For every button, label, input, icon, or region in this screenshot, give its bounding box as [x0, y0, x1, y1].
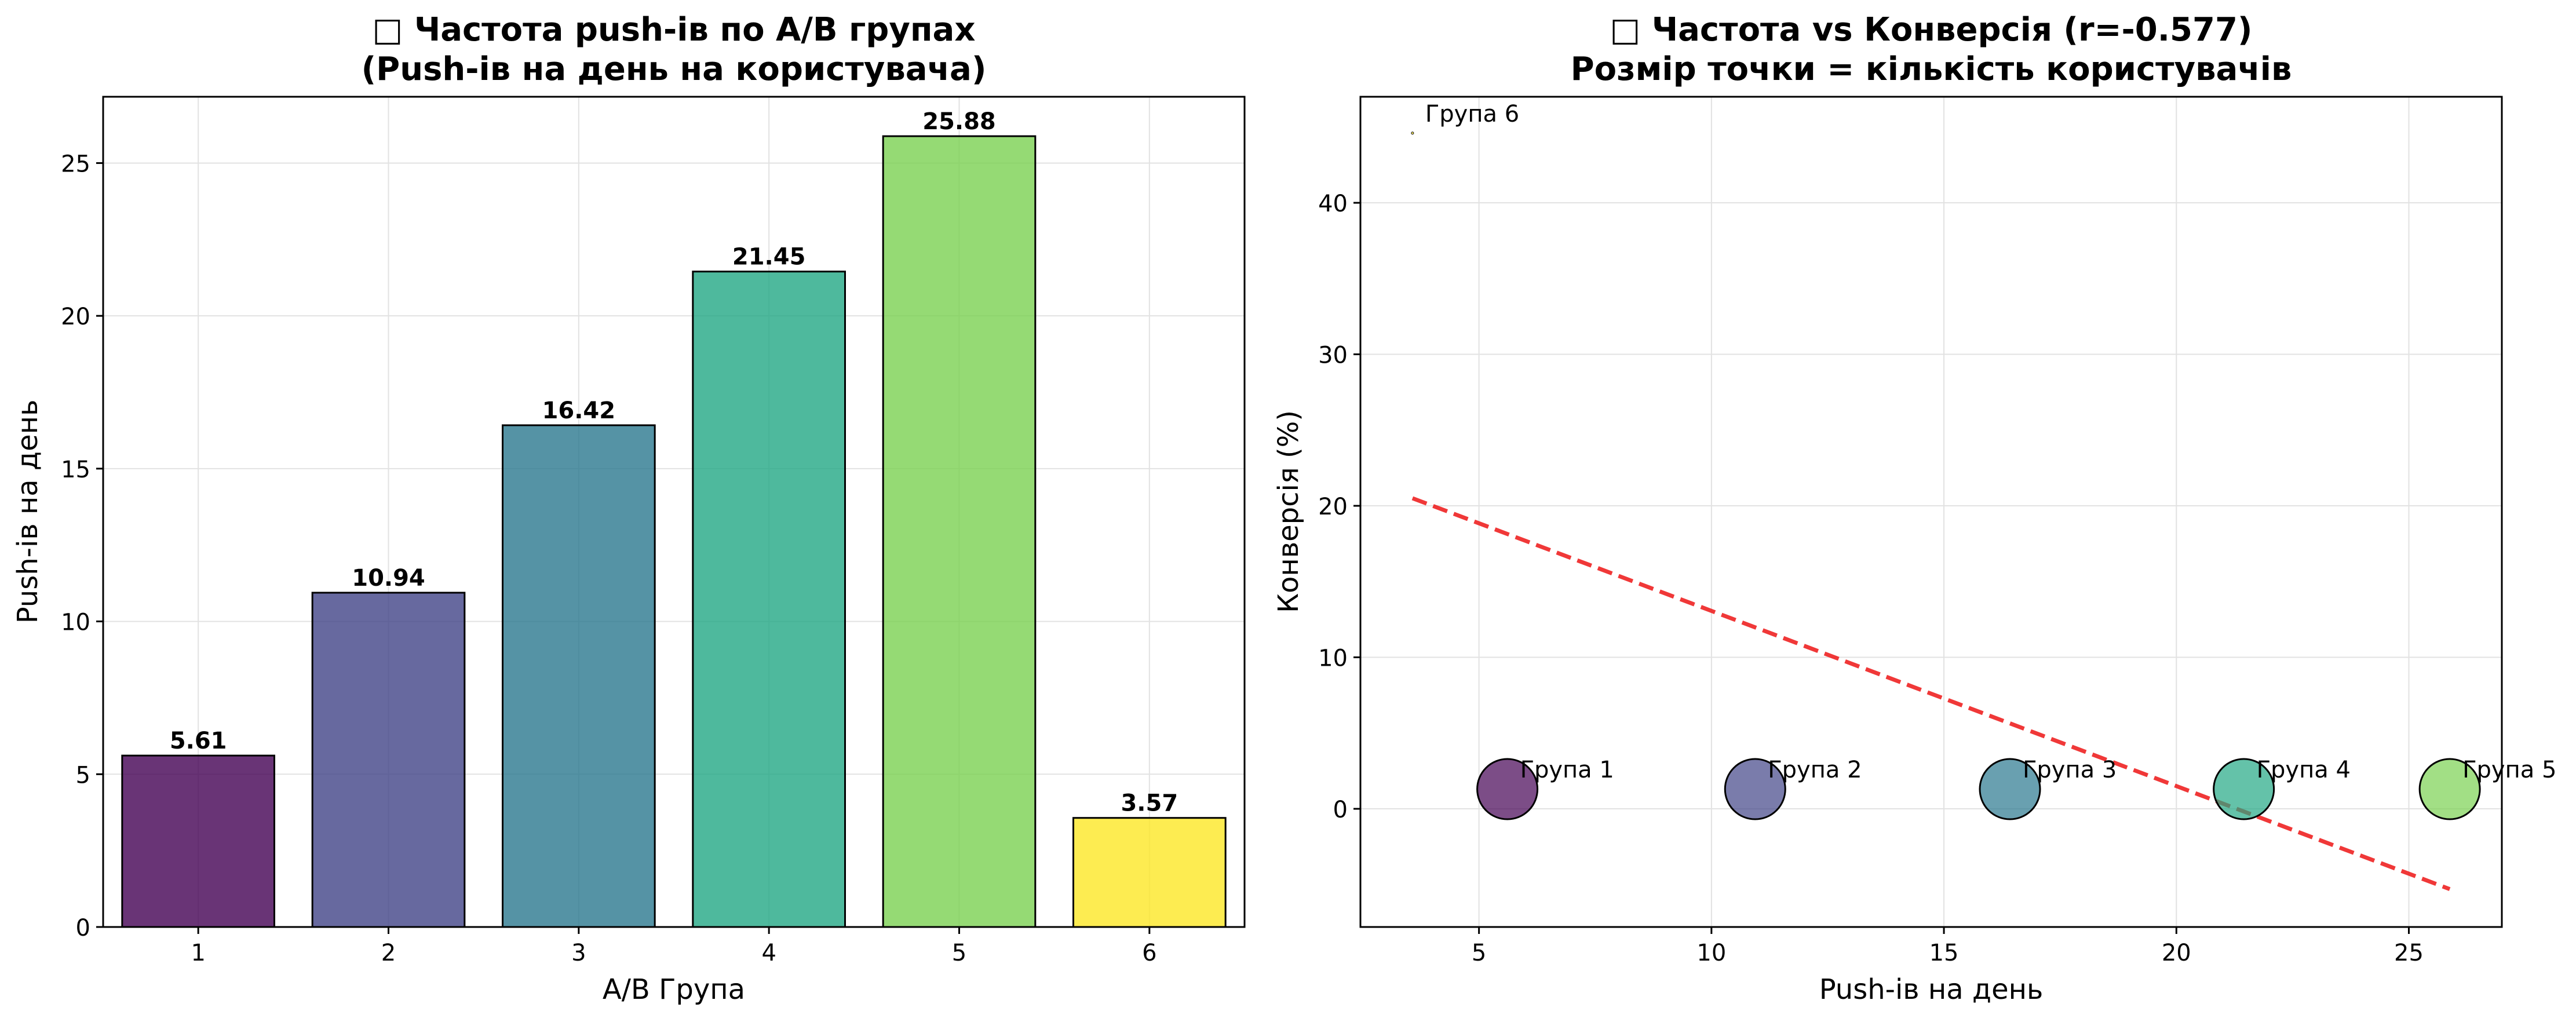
- bar-chart-title-line-2: (Push-ів на день на користувача): [362, 50, 987, 88]
- scatter-chart-x-tick-label: 25: [2394, 940, 2424, 966]
- scatter-chart-x-tick-label: 20: [2162, 940, 2191, 966]
- scatter-chart-trendline-group: [1411, 496, 2451, 891]
- bar-chart-x-tick-label: 5: [952, 940, 966, 966]
- scatter-point-label: Група 2: [1768, 757, 1862, 783]
- scatter-chart-points: [1411, 132, 2481, 820]
- scatter-point-label: Група 4: [2257, 757, 2351, 783]
- scatter-point-label: Група 1: [1520, 757, 1614, 783]
- bar-chart-y-tick-label: 25: [61, 151, 90, 177]
- scatter-chart-x-tick-label: 5: [1472, 940, 1486, 966]
- bar-value-label: 25.88: [922, 108, 996, 135]
- scatter-chart-y-ticks: 0 10 20 30 40: [1318, 191, 1360, 823]
- scatter-point: [1724, 758, 1786, 820]
- scatter-chart-x-ticks: 5 10 15 20 25: [1472, 927, 2424, 966]
- scatter-point-label: Група 6: [1425, 101, 1519, 127]
- scatter-chart-frame: [1359, 96, 2503, 928]
- bar-value-label: 10.94: [352, 565, 425, 592]
- bar: [502, 424, 656, 928]
- scatter-point-label: Група 3: [2023, 757, 2117, 783]
- scatter-chart-y-tick-label: 20: [1318, 494, 1348, 520]
- scatter-chart-y-tick-label: 10: [1318, 645, 1348, 672]
- bar-value-label: 5.61: [170, 728, 227, 754]
- scatter-chart-y-tick-label: 0: [1333, 797, 1348, 823]
- bar-chart-y-tick-label: 20: [61, 304, 90, 330]
- scatter-chart-trendline: [1411, 496, 2451, 891]
- scatter-chart-y-tick-label: 30: [1318, 342, 1348, 369]
- scatter-chart-y-tick-label: 40: [1318, 191, 1348, 217]
- bar-chart-x-ticks: 1 2 3 4 5 6: [191, 927, 1157, 966]
- scatter-chart-x-axis-label: Push-ів на день: [1819, 973, 2044, 1006]
- bar-chart-x-axis-label: A/B Група: [603, 973, 745, 1006]
- bar-chart-x-tick-label: 1: [191, 940, 205, 966]
- bar-chart-x-tick-label: 3: [571, 940, 586, 966]
- scatter-chart: □ Частота vs Конверсія (r=-0.577) Розмір…: [1272, 11, 2556, 1006]
- scatter-chart-title-line-1: □ Частота vs Конверсія (r=-0.577): [1610, 11, 2252, 49]
- bar-chart-y-axis-label: Push-ів на день: [12, 400, 44, 624]
- scatter-point: [2418, 758, 2481, 820]
- scatter-chart-x-tick-label: 15: [1929, 940, 1959, 966]
- scatter-chart-title-line-2: Розмір точки = кількість користувачів: [1571, 50, 2292, 88]
- bar-chart-frame: [102, 96, 1246, 928]
- bar-value-label: 16.42: [542, 397, 616, 424]
- scatter-point: [2213, 758, 2275, 820]
- scatter-point: [1979, 758, 2041, 820]
- bar-chart-x-tick-label: 6: [1142, 940, 1156, 966]
- bar-chart-title-line-1: □ Частота push-ів по A/B групах: [373, 11, 976, 49]
- bar: [882, 135, 1037, 928]
- scatter-chart-y-axis-label: Конверсія (%): [1272, 410, 1305, 613]
- bar-chart-bars: 5.61 10.94 16.42 21.45 25.88 3.57: [121, 108, 1227, 928]
- bar-chart-y-tick-label: 5: [76, 762, 90, 789]
- bar: [692, 271, 846, 928]
- bar-value-label: 21.45: [732, 244, 806, 271]
- bar: [311, 592, 466, 928]
- bar-chart: □ Частота push-ів по A/B групах (Push-ів…: [12, 11, 1246, 1006]
- scatter-chart-gridlines: [1360, 97, 2502, 927]
- bar-chart-y-tick-label: 15: [61, 457, 90, 483]
- bar-chart-y-tick-label: 0: [76, 915, 90, 941]
- bar-chart-x-tick-label: 2: [381, 940, 396, 966]
- scatter-point: [1476, 758, 1539, 820]
- bar-chart-x-tick-label: 4: [761, 940, 776, 966]
- scatter-chart-x-tick-label: 10: [1696, 940, 1726, 966]
- bar-value-label: 3.57: [1121, 790, 1178, 817]
- scatter-point: [1411, 132, 1414, 135]
- bar: [1072, 817, 1227, 928]
- scatter-chart-point-labels: Група 1 Група 2 Група 3 Група 4 Група 5 Група…: [1425, 101, 2557, 783]
- bar-chart-y-tick-label: 10: [61, 609, 90, 636]
- bar: [121, 754, 275, 928]
- scatter-point-label: Група 5: [2462, 757, 2556, 783]
- bar-chart-y-ticks: 0 5 10 15 20 25: [61, 151, 103, 941]
